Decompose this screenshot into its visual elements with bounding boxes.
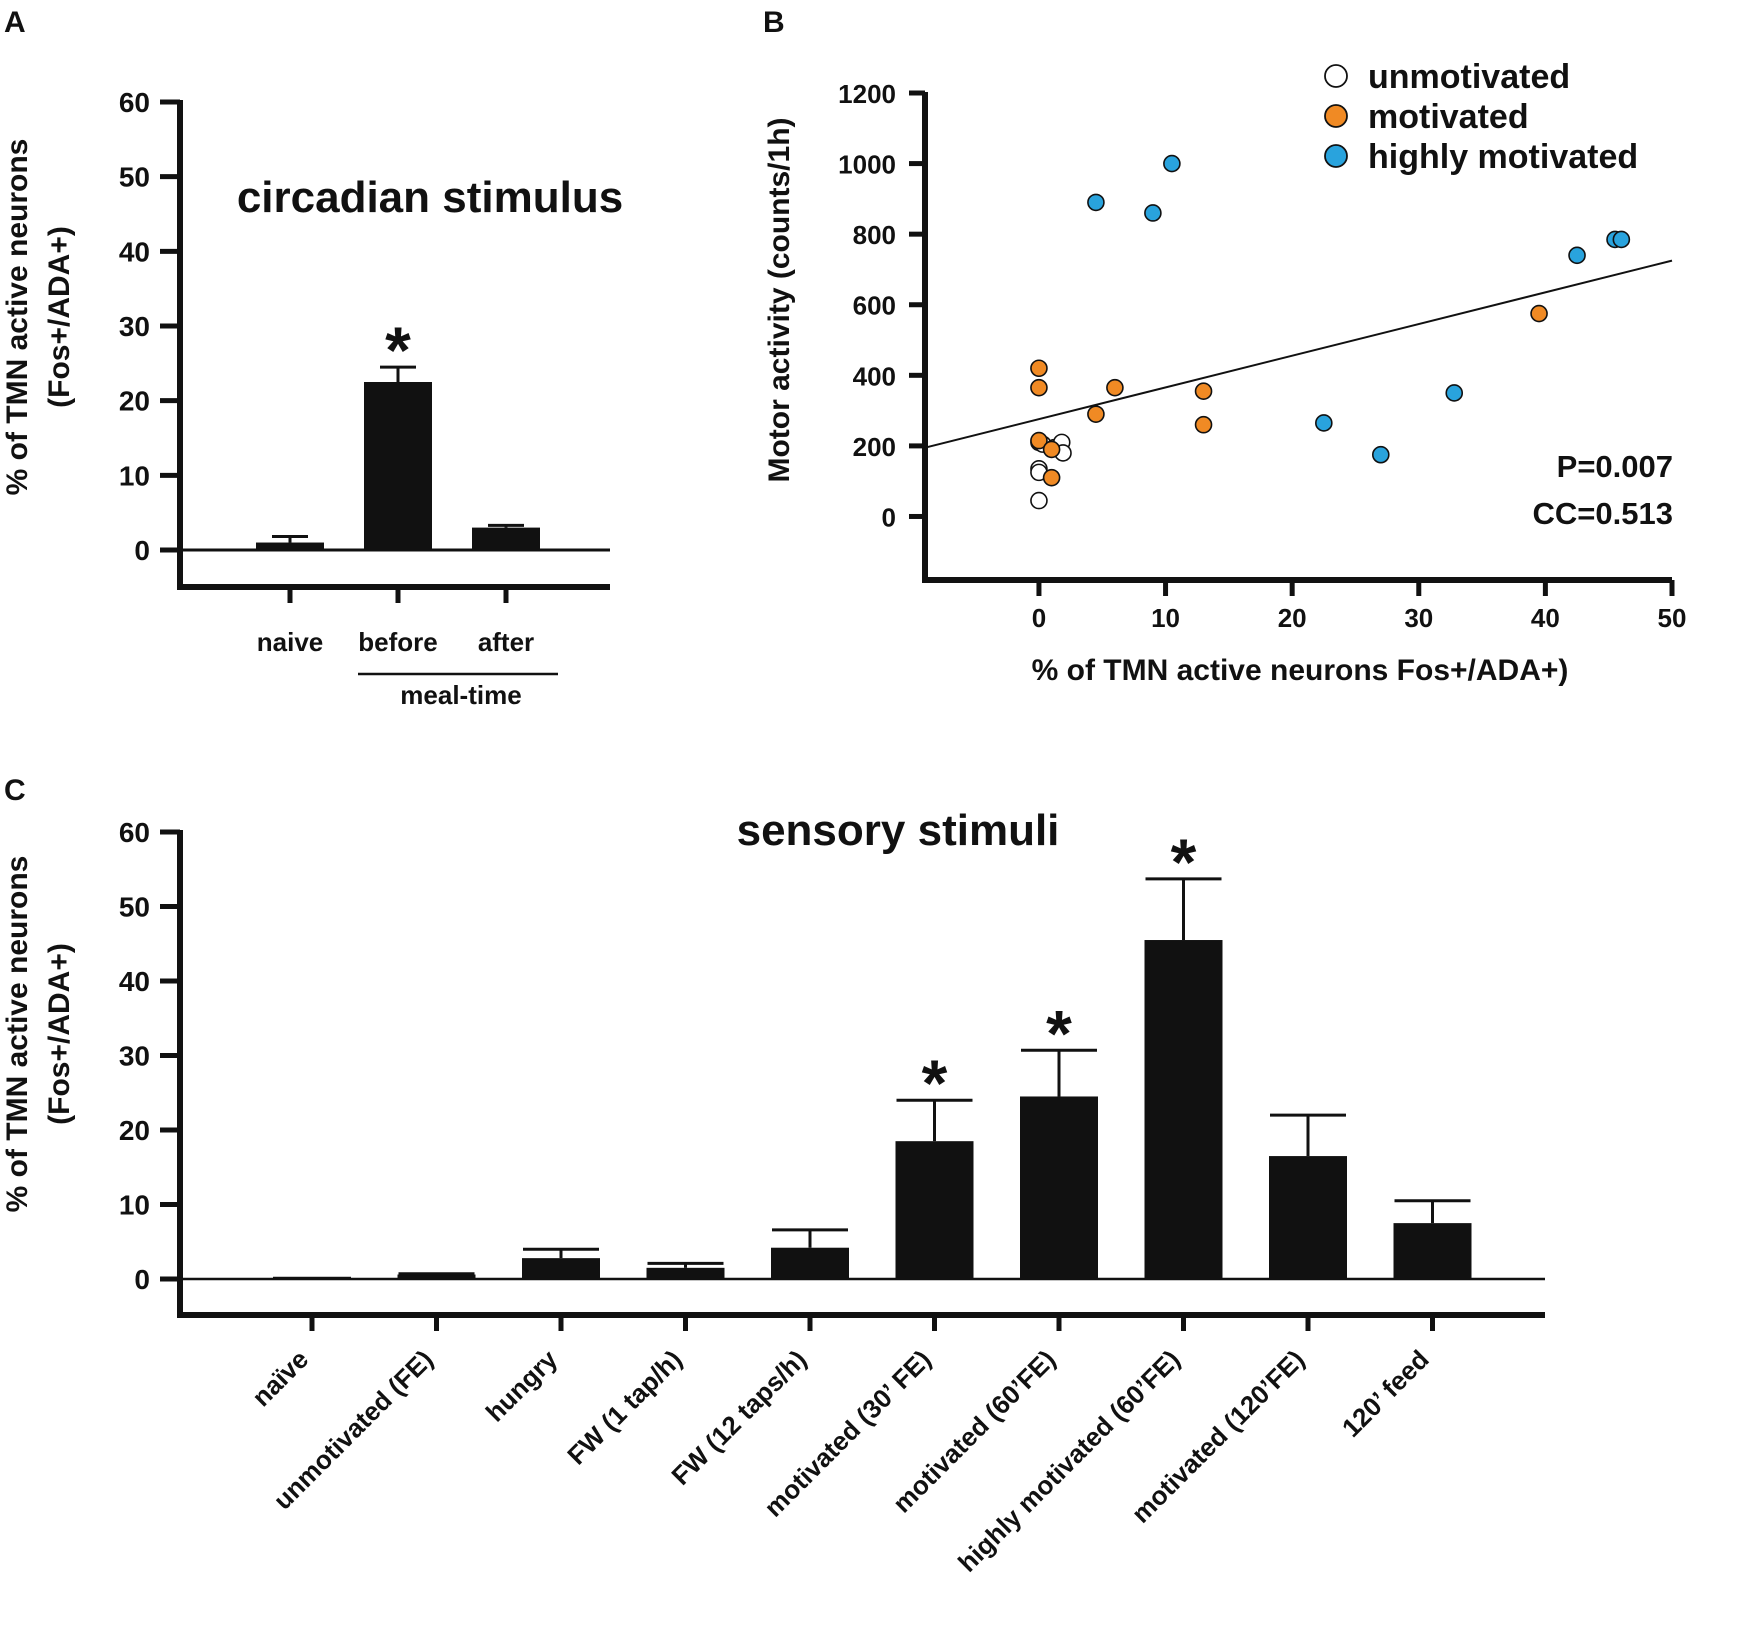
data-point: [1315, 414, 1333, 432]
y-tick-label: 30: [119, 1041, 150, 1072]
panel-a-ylabel-line1: % of TMN active neurons: [1, 139, 34, 496]
y-tick-label: 0: [134, 535, 150, 566]
significance-star: *: [922, 1046, 948, 1120]
y-tick-label: 0: [882, 502, 896, 532]
panel-a-title: circadian stimulus: [237, 173, 623, 222]
panel-b-p-value: P=0.007: [1557, 449, 1673, 484]
data-point: [1144, 204, 1162, 222]
legend-label: motivated: [1368, 98, 1529, 136]
legend-marker: [1324, 144, 1348, 168]
data-point: [1530, 304, 1548, 323]
panel-c-bars: * * *: [273, 825, 1472, 1279]
regression-line: [924, 259, 1673, 449]
y-tick-label: 20: [119, 386, 150, 417]
panel-c-y-ticks: 0 10 20 30 40 50 60: [119, 817, 180, 1295]
data-point: [1030, 431, 1048, 450]
bar: [522, 1258, 600, 1279]
panel-b-regression: [924, 259, 1673, 449]
panel-c-ylabel-line1: % of TMN active neurons: [1, 856, 34, 1213]
y-tick-label: 200: [853, 432, 896, 462]
bar: [273, 1276, 351, 1279]
x-tick-label: 30: [1404, 603, 1433, 633]
bar: [1393, 1223, 1472, 1279]
panel-a: A circadian stimulus % of TMN active neu…: [1, 6, 623, 710]
y-tick-label: 400: [853, 361, 896, 391]
bar: [256, 542, 324, 550]
bar: [895, 1141, 974, 1279]
y-tick-label: 10: [119, 1190, 150, 1221]
panel-c-title: sensory stimuli: [737, 806, 1060, 855]
x-tick-label: 20: [1278, 603, 1307, 633]
x-tick-label: 10: [1151, 603, 1180, 633]
panel-a-categories: naive before after: [257, 587, 534, 657]
y-tick-label: 50: [119, 162, 150, 193]
y-tick-label: 0: [134, 1264, 150, 1295]
bar: [771, 1247, 849, 1279]
bar: [1020, 1096, 1098, 1279]
y-tick-label: 1000: [838, 150, 896, 180]
y-tick-label: 60: [119, 87, 150, 118]
panel-b-points: [1030, 154, 1631, 510]
data-point: [1445, 384, 1464, 402]
significance-star: *: [1046, 996, 1072, 1070]
data-point: [1042, 468, 1061, 487]
panel-b-ticks: 0 200 400 600 800 1000 1200 0 10 20 30 40 50: [838, 79, 1686, 633]
y-tick-label: 800: [853, 220, 896, 250]
panel-b-ylabel: Motor activity (counts/1h): [763, 117, 796, 482]
data-point: [1087, 193, 1105, 212]
panel-b-letter: B: [763, 6, 785, 39]
x-tick-label: 50: [1658, 603, 1687, 633]
bar: [364, 382, 432, 550]
panel-a-letter: A: [4, 6, 26, 39]
legend-label: highly motivated: [1368, 138, 1638, 176]
data-point: [1106, 378, 1124, 397]
panel-b-xlabel: % of TMN active neurons Fos+/ADA+): [1032, 654, 1569, 687]
panel-a-y-ticks: 0 10 20 30 40 50 60: [119, 87, 180, 566]
y-tick-label: 60: [119, 817, 150, 848]
panel-a-bars: *: [256, 313, 540, 550]
category-label: after: [478, 627, 534, 657]
bar: [397, 1274, 476, 1279]
data-point: [1371, 445, 1390, 464]
category-label: before: [358, 627, 437, 657]
data-point: [1030, 378, 1048, 397]
bar: [472, 527, 540, 550]
x-tick-label: 40: [1531, 603, 1560, 633]
data-point: [1030, 359, 1048, 378]
significance-star: *: [385, 313, 411, 387]
y-tick-label: 30: [119, 311, 150, 342]
panel-c-letter: C: [4, 774, 26, 807]
data-point: [1612, 230, 1631, 249]
data-point: [1194, 382, 1213, 400]
panel-a-ylabel-line2: (Fos+/ADA+): [43, 226, 76, 408]
y-tick-label: 40: [119, 966, 150, 997]
data-point: [1194, 415, 1213, 434]
bar: [646, 1267, 725, 1279]
data-point: [1087, 405, 1105, 423]
data-point: [1163, 154, 1181, 173]
panel-c-ylabel-line2: (Fos+/ADA+): [43, 943, 76, 1125]
x-tick-label: 0: [1032, 603, 1046, 633]
bar: [1269, 1156, 1347, 1279]
panel-b: B Motor activity (counts/1h) % of TMN ac…: [763, 6, 1686, 687]
data-point: [1568, 246, 1586, 265]
data-point: [1030, 491, 1048, 510]
y-tick-label: 1200: [838, 79, 896, 109]
legend-label: unmotivated: [1368, 58, 1570, 96]
y-tick-label: 600: [853, 291, 896, 321]
y-tick-label: 40: [119, 236, 150, 267]
legend-marker: [1324, 64, 1348, 88]
y-tick-label: 20: [119, 1115, 150, 1146]
panel-b-cc-value: CC=0.513: [1533, 496, 1673, 531]
y-tick-label: 50: [119, 892, 150, 923]
y-tick-label: 10: [119, 460, 150, 491]
legend-marker: [1324, 104, 1348, 128]
significance-star: *: [1171, 825, 1197, 899]
data-point: [1042, 440, 1061, 459]
bar: [1144, 940, 1223, 1279]
panel-a-group-label: meal-time: [400, 680, 521, 710]
category-label: naive: [257, 627, 324, 657]
